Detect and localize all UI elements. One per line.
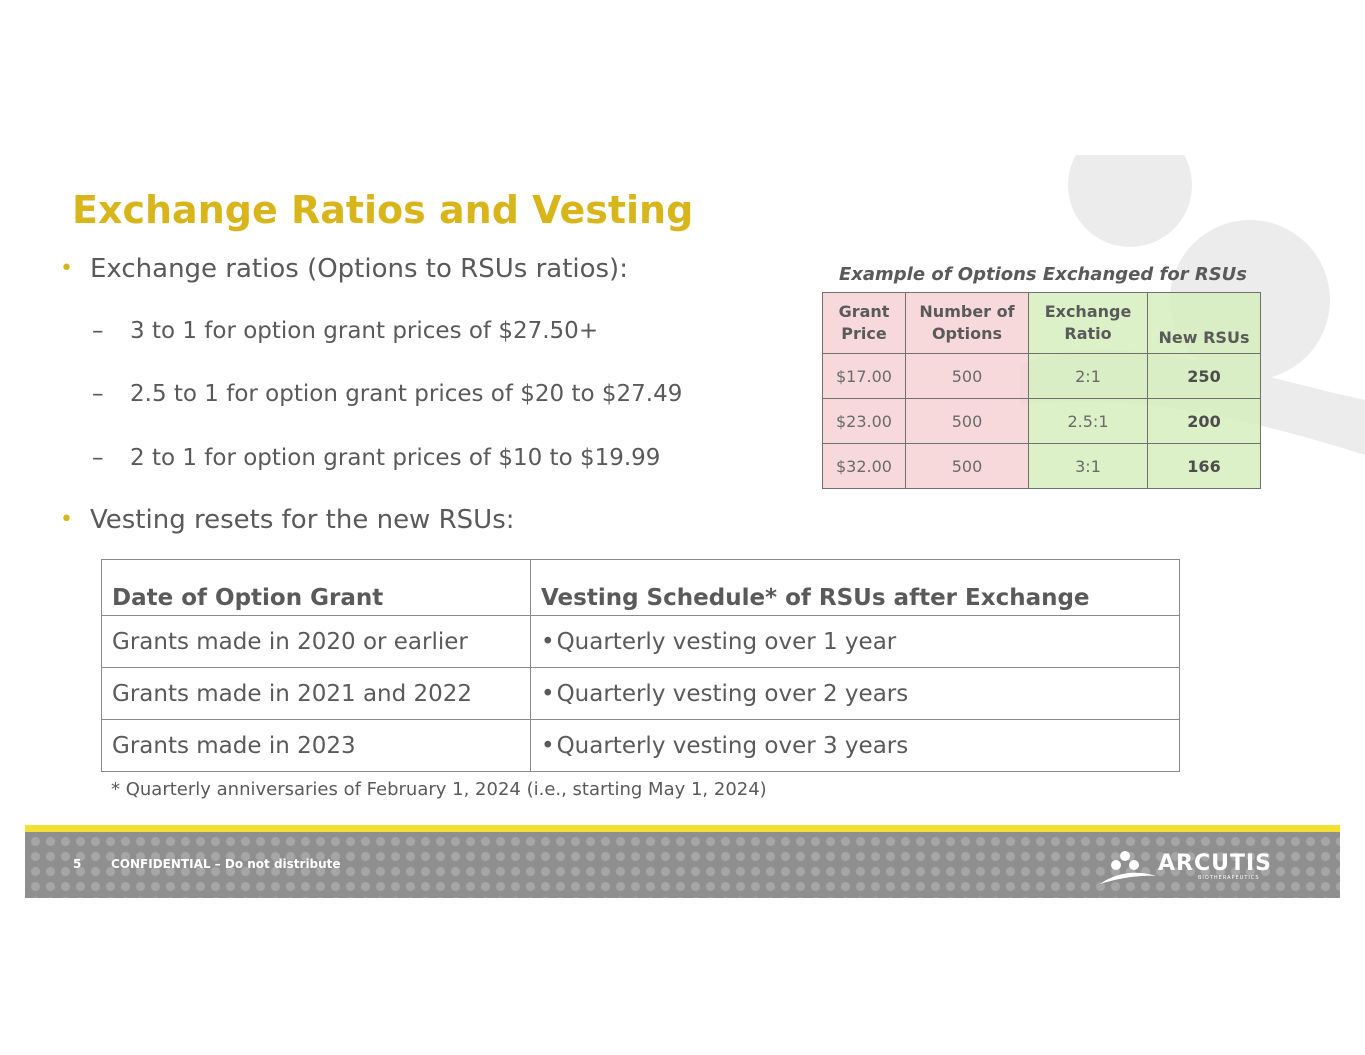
header-options-line2: Options [931,324,1003,343]
cell-number-of-options: 500 [905,443,1029,489]
table-row: $23.00 500 2.5:1 200 [822,398,1261,444]
cell-vesting-schedule: •Quarterly vesting over 2 years [530,667,1180,720]
bullet-vesting-resets: • Vesting resets for the new RSUs: [60,505,515,535]
footnote: * Quarterly anniversaries of February 1,… [111,779,767,800]
dash-marker: – [92,318,104,344]
bullet-text: Vesting resets for the new RSUs: [90,505,515,535]
cell-new-rsus: 250 [1147,353,1261,399]
bullet-dot: • [541,680,555,707]
table-row: Grants made in 2023 •Quarterly vesting o… [101,719,1180,772]
header-options-line1: Number of [919,302,1015,321]
cell-vesting-schedule: •Quarterly vesting over 1 year [530,615,1180,668]
header-grant-price: Grant Price [822,292,906,354]
bullet-dot: • [541,732,555,759]
sub-item-text: 2.5 to 1 for option grant prices of $20 … [130,381,683,407]
sub-item-text: 3 to 1 for option grant prices of $27.50… [130,318,599,344]
page-title: Exchange Ratios and Vesting [72,188,694,232]
bullet-text: Exchange ratios (Options to RSUs ratios)… [90,254,628,284]
header-grant-price-line1: Grant [838,302,890,321]
header-number-of-options: Number of Options [905,292,1029,354]
example-exchange-table: Grant Price Number of Options Exchange R… [822,292,1261,489]
logo-subtext: BIOTHERAPEUTICS [1198,875,1260,881]
cell-new-rsus: 200 [1147,398,1261,444]
logo-wordmark: ARCUTIS [1158,851,1273,876]
example-table-title: Example of Options Exchanged for RSUs [838,264,1247,285]
bullet-dot: • [60,507,73,532]
header-ratio-line1: Exchange [1044,302,1132,321]
vesting-table-header-row: Date of Option Grant Vesting Schedule* o… [101,559,1180,616]
footer-accent-line [25,825,1340,832]
schedule-text: Quarterly vesting over 2 years [556,680,909,707]
cell-grant-date: Grants made in 2020 or earlier [101,615,531,668]
sub-item-ratio-2-to-1: –2 to 1 for option grant prices of $10 t… [92,445,660,471]
cell-grant-price: $32.00 [822,443,906,489]
cell-exchange-ratio: 2.5:1 [1028,398,1148,444]
cell-exchange-ratio: 3:1 [1028,443,1148,489]
table-row: $32.00 500 3:1 166 [822,443,1261,489]
dash-marker: – [92,381,104,407]
page-number: 5 [73,857,82,871]
cell-new-rsus: 166 [1147,443,1261,489]
sub-item-ratio-2-5-to-1: –2.5 to 1 for option grant prices of $20… [92,381,682,407]
header-new-rsus: New RSUs [1147,292,1261,354]
cell-vesting-schedule: •Quarterly vesting over 3 years [530,719,1180,772]
schedule-text: Quarterly vesting over 1 year [556,628,897,655]
header-date-of-option-grant: Date of Option Grant [101,559,531,616]
header-exchange-ratio: Exchange Ratio [1028,292,1148,354]
cell-grant-price: $23.00 [822,398,906,444]
cell-grant-date: Grants made in 2021 and 2022 [101,667,531,720]
cell-number-of-options: 500 [905,353,1029,399]
bullet-dot: • [60,256,73,281]
cell-grant-price: $17.00 [822,353,906,399]
example-table-header-row: Grant Price Number of Options Exchange R… [822,292,1261,354]
header-grant-price-line2: Price [841,324,887,343]
vesting-schedule-table: Date of Option Grant Vesting Schedule* o… [101,559,1180,772]
cell-exchange-ratio: 2:1 [1028,353,1148,399]
bullet-dot: • [541,628,555,655]
logo-mark-icon [1100,851,1156,884]
header-ratio-line2: Ratio [1064,324,1112,343]
sub-item-text: 2 to 1 for option grant prices of $10 to… [130,445,661,471]
schedule-text: Quarterly vesting over 3 years [556,732,909,759]
table-row: Grants made in 2020 or earlier •Quarterl… [101,615,1180,668]
dash-marker: – [92,445,104,471]
table-row: $17.00 500 2:1 250 [822,353,1261,399]
sub-item-ratio-3-to-1: –3 to 1 for option grant prices of $27.5… [92,318,598,344]
bullet-exchange-ratios: • Exchange ratios (Options to RSUs ratios… [60,254,628,284]
cell-number-of-options: 500 [905,398,1029,444]
header-vesting-schedule: Vesting Schedule* of RSUs after Exchange [530,559,1180,616]
confidential-notice: CONFIDENTIAL – Do not distribute [111,857,341,871]
table-row: Grants made in 2021 and 2022 •Quarterly … [101,667,1180,720]
cell-grant-date: Grants made in 2023 [101,719,531,772]
arcutis-logo: ARCUTIS BIOTHERAPEUTICS [1098,848,1283,888]
